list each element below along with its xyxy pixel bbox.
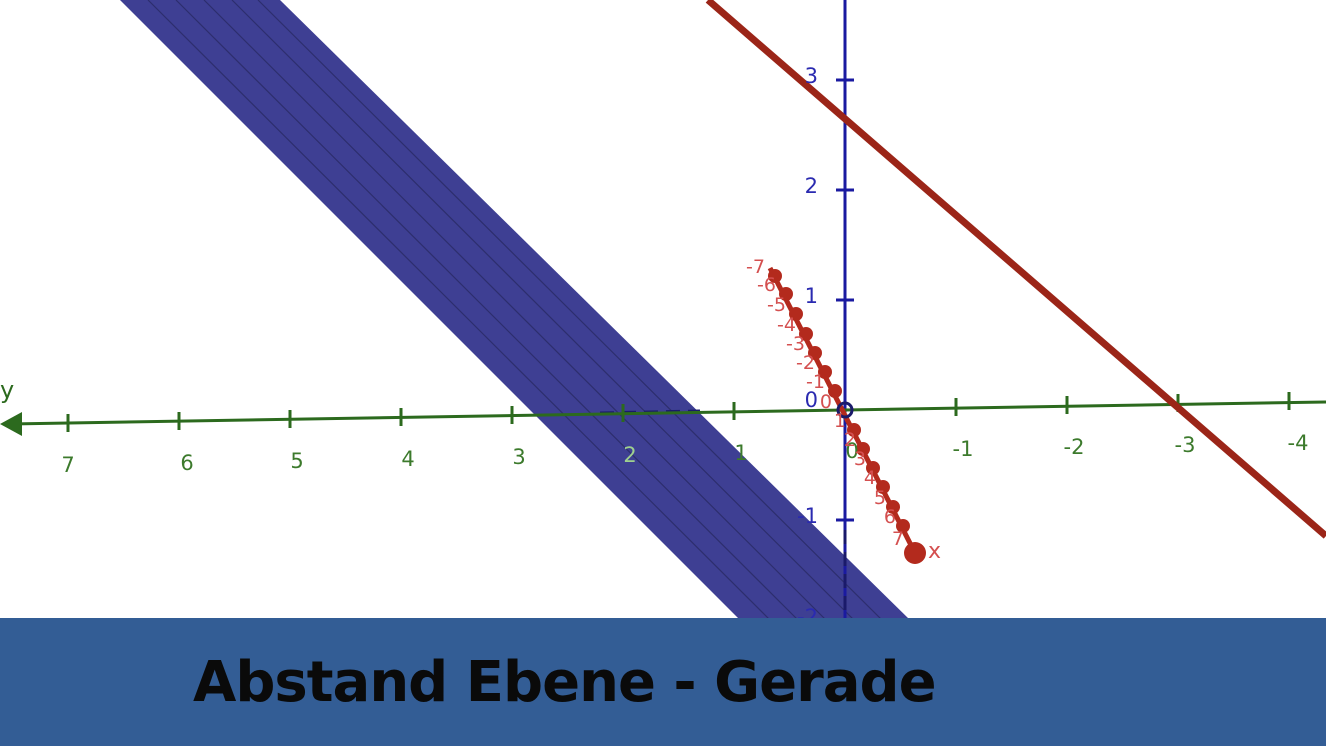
z-tick-label: -2 [797,605,818,620]
line-icon[interactable] [705,0,1326,539]
x-tick-label: -5 [767,294,786,316]
x-tick-label: -4 [777,314,796,336]
page-title: Abstand Ebene - Gerade [193,650,937,715]
z-tick-label: 1 [805,284,818,308]
y-axis-name: y [0,376,14,404]
plane-grid-lines [147,0,883,620]
y-tick-label: 2 [623,443,636,467]
geometry-view-3d[interactable]: 7 6 5 4 3 2 1 0 -1 -2 -3 -4 y 3 2 1 0 -1… [0,0,1326,620]
z-tick-label: 3 [805,64,818,88]
x-axis-tick-labels: -7 -6 -5 -4 -3 -2 -1 0 1 2 3 4 5 6 7 [746,256,904,550]
title-banner [0,618,1326,746]
y-axis-arrow-icon [0,412,22,436]
x-tick-label: 2 [844,429,856,451]
y-tick-label: -1 [953,437,974,461]
y-tick-label: 7 [61,453,74,477]
y-tick-label: 6 [180,451,193,475]
y-axis-tick-labels: 7 6 5 4 3 2 1 0 -1 -2 -3 -4 [61,431,1308,477]
y-tick-label: 1 [734,441,747,465]
y-axis[interactable] [9,400,1326,426]
x-axis-ticks [768,269,926,564]
x-tick-label: 6 [884,506,896,528]
x-tick-label: 7 [892,528,904,550]
y-tick-label: 4 [401,447,414,471]
z-tick-label: 0 [805,388,818,412]
z-tick-label: 2 [805,174,818,198]
x-axis-name: x [928,539,941,564]
x-tick-label: 5 [874,487,886,509]
y-tick-label: -3 [1175,433,1196,457]
y-tick-label: 0 [845,439,858,463]
y-tick-label: -2 [1064,435,1085,459]
x-tick-label: -3 [786,333,805,355]
x-tick-label: 1 [834,410,846,432]
x-tick-label: -1 [806,371,825,393]
x-tick-label: -6 [757,274,776,296]
y-tick-label: -4 [1288,431,1309,455]
y-tick-label: 3 [512,445,525,469]
origin-point[interactable] [836,401,854,419]
x-tick-label: -2 [796,352,815,374]
z-axis-ticks [836,78,854,522]
z-axis-tick-labels: 3 2 1 0 -1 -2 [797,64,818,620]
x-tick-label: 3 [854,448,866,470]
z-tick-label: -1 [797,504,818,528]
x-tick-label: -7 [746,256,765,278]
x-tick-label: 0 [820,391,832,413]
x-tick-label: 4 [864,467,876,489]
y-tick-label: 5 [290,449,303,473]
